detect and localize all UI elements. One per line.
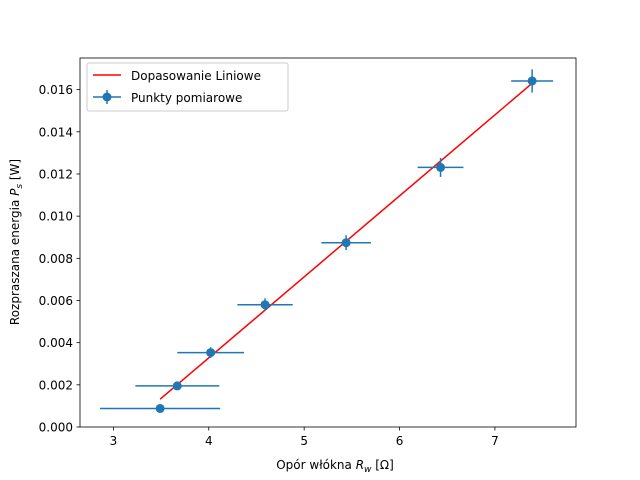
y-tick-label: 0.008 [39,252,73,266]
data-point [511,69,554,93]
y-tick-label: 0.002 [39,378,73,392]
y-tick-label: 0.010 [39,210,73,224]
y-tick-label: 0.006 [39,294,73,308]
y-tick-label: 0.012 [39,167,73,181]
plot-area [100,69,554,413]
legend-marker-points [102,92,112,102]
y-axis-label: Rozpraszana energia Ps [W] [8,159,25,325]
data-point [177,347,245,358]
point-marker [436,162,446,172]
axes-frame [79,57,577,428]
legend-label-points: Punkty pomiarowe [131,91,242,105]
x-tick-label: 6 [396,434,404,448]
y-tick-label: 0.016 [39,83,73,97]
point-marker [172,381,182,391]
legend-box [86,62,289,112]
x-axis-label: Opór włókna Rw [Ω] [276,458,394,475]
x-tick-label: 5 [300,434,308,448]
point-marker [155,403,165,413]
y-tick-label: 0.000 [39,421,73,435]
legend-label-fit: Dopasowanie Liniowe [131,69,261,83]
point-marker [527,76,537,86]
x-tick-label: 4 [205,434,213,448]
data-point [135,381,220,391]
y-tick-label: 0.004 [39,336,73,350]
data-point [321,235,371,251]
y-tick-label: 0.014 [39,125,73,139]
point-marker [341,238,351,248]
data-point [417,157,464,177]
data-point [100,403,221,413]
axes: 3 4 5 6 7 0.000 0.002 0.004 0.006 0.008 0.010 0.012… [39,57,577,448]
data-point [237,298,293,312]
x-tick-label: 7 [491,434,499,448]
x-tick-label: 3 [110,434,118,448]
point-marker [206,348,216,358]
legend: Dopasowanie Liniowe Punkty pomiarowe [86,62,289,112]
point-marker [260,300,270,310]
